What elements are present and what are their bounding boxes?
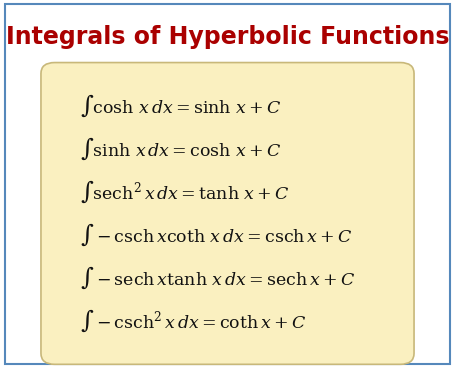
- FancyBboxPatch shape: [41, 63, 414, 364]
- Text: $\int \cosh\, x\,dx = \sinh\, x + C$: $\int \cosh\, x\,dx = \sinh\, x + C$: [80, 93, 281, 119]
- Text: $\int \mathrm{sech}^2\, x\,dx = \tanh\, x + C$: $\int \mathrm{sech}^2\, x\,dx = \tanh\, …: [80, 179, 289, 205]
- Text: Integrals of Hyperbolic Functions: Integrals of Hyperbolic Functions: [6, 25, 449, 49]
- Text: $\int -\mathrm{csch}\, x\coth\, x\,dx = \mathrm{csch}\, x + C$: $\int -\mathrm{csch}\, x\coth\, x\,dx = …: [80, 222, 352, 248]
- Text: $\int -\mathrm{csch}^2\, x\,dx = \mathrm{coth}\, x + C$: $\int -\mathrm{csch}^2\, x\,dx = \mathrm…: [80, 308, 306, 334]
- Text: $\int -\mathrm{sech}\, x\tanh\, x\,dx = \mathrm{sech}\, x + C$: $\int -\mathrm{sech}\, x\tanh\, x\,dx = …: [80, 265, 355, 291]
- Text: $\int \sinh\, x\,dx = \cosh\, x + C$: $\int \sinh\, x\,dx = \cosh\, x + C$: [80, 136, 281, 162]
